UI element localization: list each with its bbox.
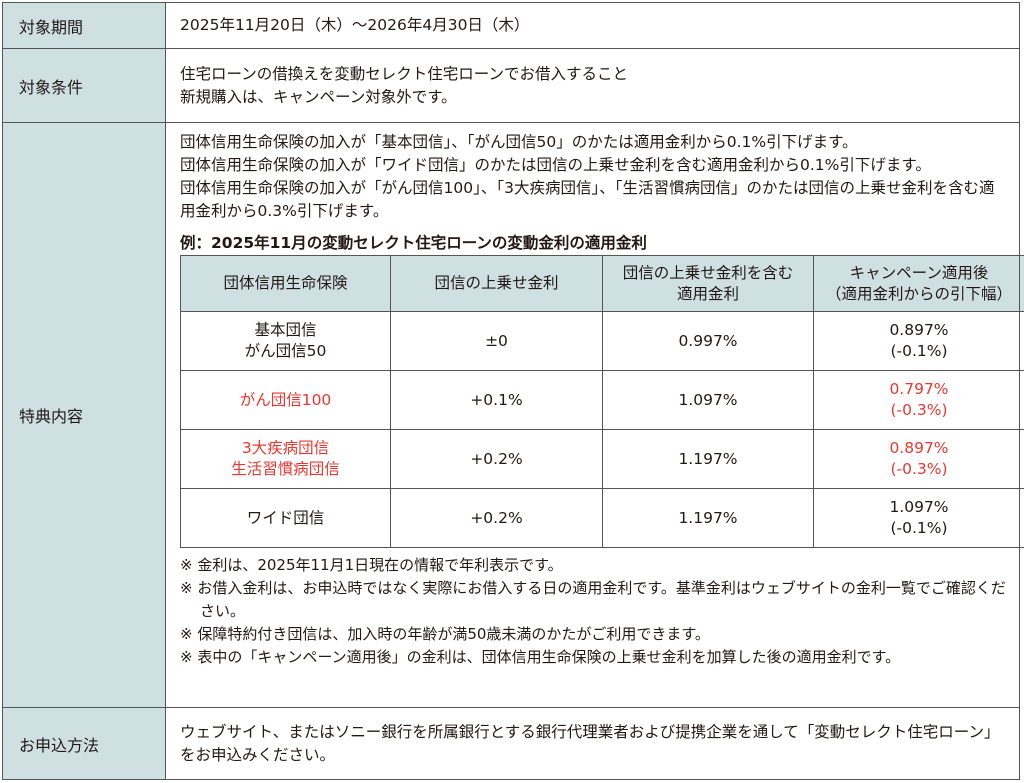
benefit-paragraph: 団体信用生命保険の加入が「基本団信」、「がん団信50」のかたは適用金利から0.1… [180, 133, 858, 151]
header-text: 団信の上乗せ金利 [434, 274, 559, 292]
after-rate: 0.897% [889, 439, 949, 457]
after-rate: 1.097% [889, 498, 949, 516]
reduction: (-0.3%) [890, 460, 948, 478]
header-text: 団信の上乗せ金利を含む [622, 263, 794, 282]
after-rate: 0.897% [889, 321, 949, 339]
benefits-value: 団体信用生命保険の加入が「基本団信」、「がん団信50」のかたは適用金利から0.1… [165, 122, 1024, 708]
table-row: 基本団信がん団信50 ±0 0.997% 0.897% (-0.1%) [180, 311, 1024, 371]
after-cell: 1.097% (-0.1%) [813, 488, 1024, 548]
plan-name: ワイド団信 [246, 508, 325, 527]
note-item: ※ 表中の「キャンペーン適用後」の金利は、団体信用生命保険の上乗せ金利を加算した… [180, 648, 901, 666]
rate-table: 団体信用生命保険 団信の上乗せ金利 団信の上乗せ金利を含む 適用金利 キャンペーン… [180, 255, 1024, 548]
notes: ※ 金利は、2025年11月1日現在の情報で年利表示です。 ※ お借入金利は、お… [180, 554, 1007, 669]
plan-name: 基本団信 [254, 321, 317, 339]
plan-name: がん団信50 [244, 342, 327, 360]
apply-row: お申込方法 ウェブサイト、またはソニー銀行を所属銀行とする銀行代理業者および提携… [2, 707, 1020, 780]
table-row: 3大疾病団信 生活習慣病団信 +0.2% 1.197% 0.897% (-0.3%) [180, 429, 1024, 489]
condition-line: 新規購入は、キャンペーン対象外です。 [180, 87, 457, 106]
rate-cell: 0.997% [602, 311, 814, 371]
example-title: 例：2025年11月の変動セレクト住宅ローンの変動金利の適用金利 [180, 234, 647, 252]
after-cell: 0.897% (-0.3%) [813, 429, 1024, 489]
benefits-label: 特典内容 [2, 122, 166, 708]
after-rate: 0.797% [889, 380, 949, 398]
table-row: ワイド団信 +0.2% 1.197% 1.097% (-0.1%) [180, 488, 1024, 548]
header-rate: 団信の上乗せ金利を含む 適用金利 [602, 255, 814, 312]
period-value: 2025年11月20日（木）〜2026年4月30日（木） [165, 2, 1020, 49]
rate-cell: 1.097% [602, 370, 814, 430]
plan-cell: がん団信100 [180, 370, 391, 430]
plan-name: 3大疾病団信 [241, 439, 330, 457]
note-item: ※ 保障特約付き団信は、加入時の年齢が満50歳未満のかたがご利用できます。 [180, 625, 710, 643]
benefits-row: 特典内容 団体信用生命保険の加入が「基本団信」、「がん団信50」のかたは適用金利… [2, 122, 1024, 708]
plan-name: がん団信100 [239, 390, 332, 409]
plan-cell: ワイド団信 [180, 488, 391, 548]
header-surcharge: 団信の上乗せ金利 [390, 255, 603, 312]
reduction: (-0.1%) [890, 519, 948, 537]
rate-cell: 1.197% [602, 429, 814, 489]
condition-line: 住宅ローンの借換えを変動セレクト住宅ローンでお借入すること [180, 64, 628, 83]
rate-cell: 1.197% [602, 488, 814, 548]
conditions-label: 対象条件 [2, 48, 166, 123]
header-text: 団体信用生命保険 [223, 274, 348, 292]
period-row: 対象期間 2025年11月20日（木）〜2026年4月30日（木） [2, 2, 1020, 49]
surcharge-cell: +0.2% [390, 429, 603, 489]
period-label: 対象期間 [2, 2, 166, 49]
surcharge-cell: +0.1% [390, 370, 603, 430]
header-text: キャンペーン適用後 [849, 263, 989, 282]
note-item: ※ お借入金利は、お申込時ではなく実際にお借入する日の適用金利です。基準金利はウ… [180, 579, 1006, 620]
header-after: キャンペーン適用後 （適用金利からの引下幅） [813, 255, 1024, 312]
header-text: （適用金利からの引下幅） [825, 284, 1012, 303]
apply-value: ウェブサイト、またはソニー銀行を所属銀行とする銀行代理業者および提携企業を通して… [165, 707, 1020, 780]
apply-label: お申込方法 [2, 707, 166, 780]
after-cell: 0.897% (-0.1%) [813, 311, 1024, 371]
rate-table-header: 団体信用生命保険 団信の上乗せ金利 団信の上乗せ金利を含む 適用金利 キャンペーン… [180, 255, 1024, 312]
reduction: (-0.1%) [890, 342, 948, 360]
table-row: がん団信100 +0.1% 1.097% 0.797% (-0.3%) [180, 370, 1024, 430]
conditions-row: 対象条件 住宅ローンの借換えを変動セレクト住宅ローンでお借入すること 新規購入は… [2, 48, 1020, 123]
conditions-value: 住宅ローンの借換えを変動セレクト住宅ローンでお借入すること 新規購入は、キャンペ… [165, 48, 1020, 123]
reduction: (-0.3%) [890, 401, 948, 419]
header-text: 適用金利 [676, 284, 739, 303]
plan-cell: 3大疾病団信 生活習慣病団信 [180, 429, 391, 489]
plan-name: 生活習慣病団信 [231, 460, 340, 478]
header-plan: 団体信用生命保険 [180, 255, 391, 312]
plan-cell: 基本団信がん団信50 [180, 311, 391, 371]
surcharge-cell: ±0 [390, 311, 603, 371]
benefit-paragraph: 団体信用生命保険の加入が「がん団信100」、「3大疾病団信」、「生活習慣病団信」… [180, 179, 995, 220]
after-cell: 0.797% (-0.3%) [813, 370, 1024, 430]
surcharge-cell: +0.2% [390, 488, 603, 548]
note-item: ※ 金利は、2025年11月1日現在の情報で年利表示です。 [180, 556, 563, 574]
benefit-paragraph: 団体信用生命保険の加入が「ワイド団信」のかたは団信の上乗せ金利を含む適用金利から… [180, 156, 931, 174]
